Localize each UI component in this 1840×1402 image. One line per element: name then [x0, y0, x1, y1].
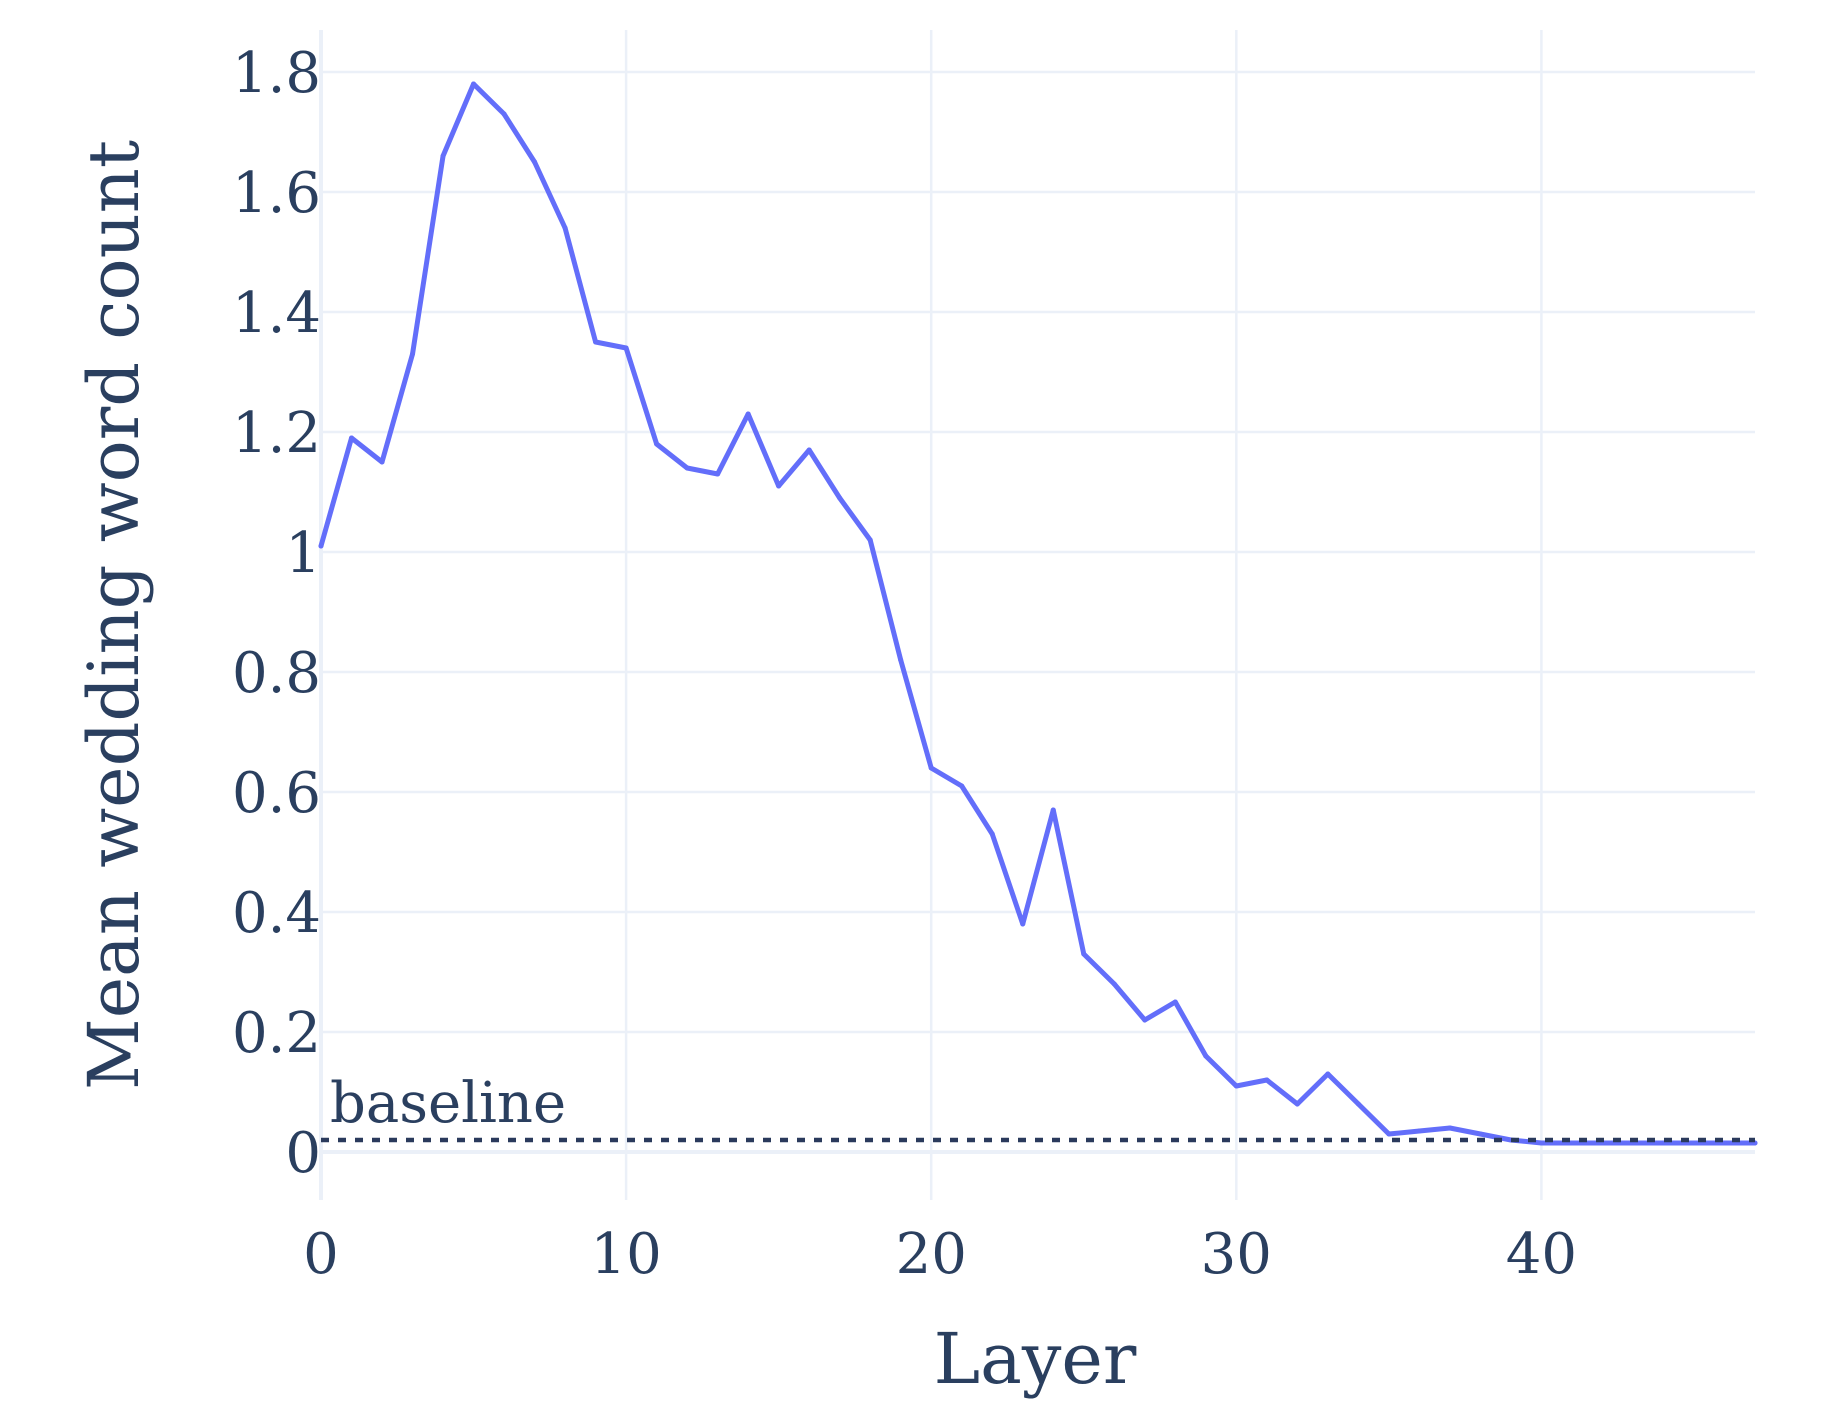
- x-tick-label: 40: [1506, 1222, 1577, 1287]
- data-point: [593, 339, 599, 345]
- y-tick-label: 1.8: [232, 41, 321, 106]
- data-point: [1203, 1053, 1209, 1059]
- data-point: [776, 483, 782, 489]
- data-point: [471, 81, 477, 87]
- grid: [319, 30, 1755, 1200]
- x-tick-label: 30: [1201, 1222, 1272, 1287]
- data-point: [1386, 1131, 1392, 1137]
- data-point: [1325, 1071, 1331, 1077]
- data-point: [1721, 1140, 1727, 1146]
- y-tick-label: 1.6: [232, 161, 321, 226]
- y-tick-label: 0.8: [232, 641, 321, 706]
- y-tick-label: 1.4: [232, 281, 321, 346]
- y-axis-title: Mean wedding word count: [73, 140, 155, 1090]
- y-axis-ticks: 0 0.2 0.4 0.6 0.8 1 1.2 1.4 1.6 1.8: [232, 41, 321, 1186]
- data-point: [318, 543, 324, 549]
- data-point: [684, 465, 690, 471]
- data-point: [623, 345, 629, 351]
- data-point: [989, 831, 995, 837]
- data-point: [349, 435, 355, 441]
- y-tick-label: 0: [285, 1121, 321, 1186]
- annotation-layer: baseline: [321, 1071, 1755, 1143]
- data-point: [1111, 981, 1117, 987]
- x-axis-ticks: 0 10 20 30 40: [303, 1222, 1577, 1287]
- x-tick-label: 10: [590, 1222, 661, 1287]
- data-point: [959, 783, 965, 789]
- y-tick-label: 1: [285, 521, 321, 586]
- y-tick-label: 0.4: [232, 881, 321, 946]
- y-tick-label: 0.2: [232, 1001, 321, 1066]
- data-point: [1020, 921, 1026, 927]
- data-point: [806, 447, 812, 453]
- data-point: [1416, 1128, 1422, 1134]
- data-point: [1233, 1083, 1239, 1089]
- x-tick-label: 0: [303, 1222, 339, 1287]
- data-point: [898, 657, 904, 663]
- y-tick-label: 0.6: [232, 761, 321, 826]
- data-point: [654, 441, 660, 447]
- data-point: [1538, 1140, 1544, 1146]
- data-point: [1294, 1101, 1300, 1107]
- data-point: [501, 111, 507, 117]
- data-point: [867, 537, 873, 543]
- data-point: [1172, 999, 1178, 1005]
- data-point: [1081, 951, 1087, 957]
- data-point: [1447, 1125, 1453, 1131]
- data-point: [1691, 1140, 1697, 1146]
- data-point: [1355, 1101, 1361, 1107]
- data-point: [745, 411, 751, 417]
- x-axis-title: Layer: [934, 1318, 1137, 1400]
- baseline-label: baseline: [330, 1071, 566, 1136]
- data-point: [928, 765, 934, 771]
- data-point: [379, 459, 385, 465]
- data-point: [715, 471, 721, 477]
- data-point: [410, 351, 416, 357]
- data-point: [532, 159, 538, 165]
- series-line: [318, 81, 1758, 1146]
- data-point: [1142, 1017, 1148, 1023]
- data-point: [1050, 807, 1056, 813]
- data-point: [1477, 1131, 1483, 1137]
- data-point: [440, 153, 446, 159]
- y-tick-label: 1.2: [232, 401, 321, 466]
- data-point: [1264, 1077, 1270, 1083]
- data-point: [837, 495, 843, 501]
- data-point: [562, 225, 568, 231]
- data-point: [1569, 1140, 1575, 1146]
- x-tick-label: 20: [896, 1222, 967, 1287]
